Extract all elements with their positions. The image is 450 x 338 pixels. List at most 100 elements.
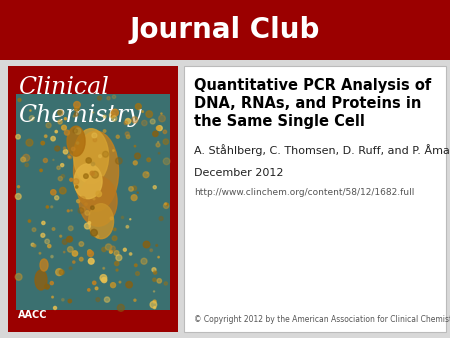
- Circle shape: [42, 221, 45, 224]
- Circle shape: [80, 257, 83, 261]
- Circle shape: [165, 203, 166, 205]
- Circle shape: [85, 211, 90, 215]
- Circle shape: [111, 283, 116, 288]
- Circle shape: [117, 304, 124, 311]
- Text: © Copyright 2012 by the American Association for Clinical Chemistry: © Copyright 2012 by the American Associa…: [194, 315, 450, 324]
- Circle shape: [135, 272, 140, 275]
- Circle shape: [84, 174, 88, 178]
- Circle shape: [58, 176, 63, 181]
- Circle shape: [76, 200, 80, 203]
- Circle shape: [68, 299, 72, 303]
- Circle shape: [112, 115, 114, 118]
- Circle shape: [129, 187, 133, 191]
- Circle shape: [68, 210, 69, 212]
- Circle shape: [16, 135, 20, 139]
- Text: the Same Single Cell: the Same Single Cell: [194, 114, 365, 129]
- Bar: [16, 94, 170, 310]
- Circle shape: [54, 307, 57, 310]
- Circle shape: [86, 158, 91, 163]
- Ellipse shape: [74, 129, 108, 184]
- Circle shape: [107, 97, 110, 100]
- Circle shape: [30, 110, 31, 111]
- Circle shape: [100, 274, 107, 281]
- Circle shape: [68, 156, 70, 158]
- Circle shape: [116, 158, 122, 164]
- Circle shape: [113, 228, 116, 231]
- Circle shape: [28, 220, 31, 222]
- Circle shape: [88, 222, 90, 224]
- Circle shape: [15, 194, 21, 199]
- Circle shape: [18, 186, 19, 188]
- Circle shape: [142, 120, 147, 126]
- Ellipse shape: [74, 131, 119, 211]
- Circle shape: [73, 115, 75, 117]
- Circle shape: [23, 154, 30, 161]
- Circle shape: [59, 270, 64, 275]
- Circle shape: [141, 258, 147, 264]
- Circle shape: [46, 123, 51, 128]
- Circle shape: [163, 139, 169, 144]
- Circle shape: [55, 130, 58, 133]
- Circle shape: [88, 258, 94, 264]
- Circle shape: [109, 250, 112, 253]
- Circle shape: [15, 273, 22, 280]
- Circle shape: [75, 128, 81, 134]
- Circle shape: [137, 192, 138, 193]
- Circle shape: [109, 112, 116, 118]
- Circle shape: [68, 154, 72, 159]
- Circle shape: [41, 233, 45, 237]
- Circle shape: [21, 157, 26, 162]
- Circle shape: [25, 163, 28, 167]
- Circle shape: [112, 116, 117, 121]
- Circle shape: [92, 133, 97, 138]
- Circle shape: [125, 132, 129, 136]
- Circle shape: [76, 186, 78, 188]
- Circle shape: [74, 101, 80, 108]
- Circle shape: [104, 297, 110, 302]
- Circle shape: [112, 150, 114, 151]
- Circle shape: [133, 161, 137, 165]
- Circle shape: [73, 129, 77, 133]
- Circle shape: [95, 287, 98, 290]
- Circle shape: [150, 301, 157, 308]
- Circle shape: [63, 147, 66, 149]
- Circle shape: [147, 172, 148, 174]
- Text: http://www.clinchem.org/content/58/12/1682.full: http://www.clinchem.org/content/58/12/16…: [194, 188, 414, 197]
- Circle shape: [72, 261, 75, 263]
- Circle shape: [63, 240, 67, 244]
- Circle shape: [85, 203, 87, 206]
- Circle shape: [132, 186, 136, 190]
- Circle shape: [146, 111, 153, 117]
- Circle shape: [91, 162, 94, 166]
- Circle shape: [52, 296, 54, 298]
- Circle shape: [153, 271, 157, 274]
- Circle shape: [45, 284, 50, 289]
- Ellipse shape: [67, 126, 85, 156]
- Text: Chemistry: Chemistry: [18, 104, 141, 127]
- Circle shape: [18, 98, 21, 101]
- Circle shape: [75, 106, 79, 111]
- Circle shape: [123, 248, 126, 251]
- Circle shape: [153, 307, 156, 309]
- Circle shape: [79, 242, 84, 246]
- Circle shape: [135, 153, 140, 159]
- Circle shape: [157, 126, 162, 130]
- Circle shape: [85, 223, 90, 229]
- Circle shape: [103, 115, 106, 118]
- Circle shape: [112, 109, 118, 116]
- Circle shape: [32, 228, 36, 232]
- Circle shape: [130, 219, 131, 220]
- Bar: [184, 66, 446, 332]
- Circle shape: [64, 118, 67, 120]
- Circle shape: [112, 236, 117, 241]
- Circle shape: [103, 151, 108, 157]
- Circle shape: [153, 186, 156, 189]
- Circle shape: [40, 169, 42, 172]
- Circle shape: [147, 158, 151, 162]
- Circle shape: [50, 282, 54, 285]
- Circle shape: [103, 267, 104, 269]
- Circle shape: [96, 235, 99, 238]
- Circle shape: [61, 174, 64, 178]
- Circle shape: [45, 239, 50, 244]
- Circle shape: [76, 142, 79, 144]
